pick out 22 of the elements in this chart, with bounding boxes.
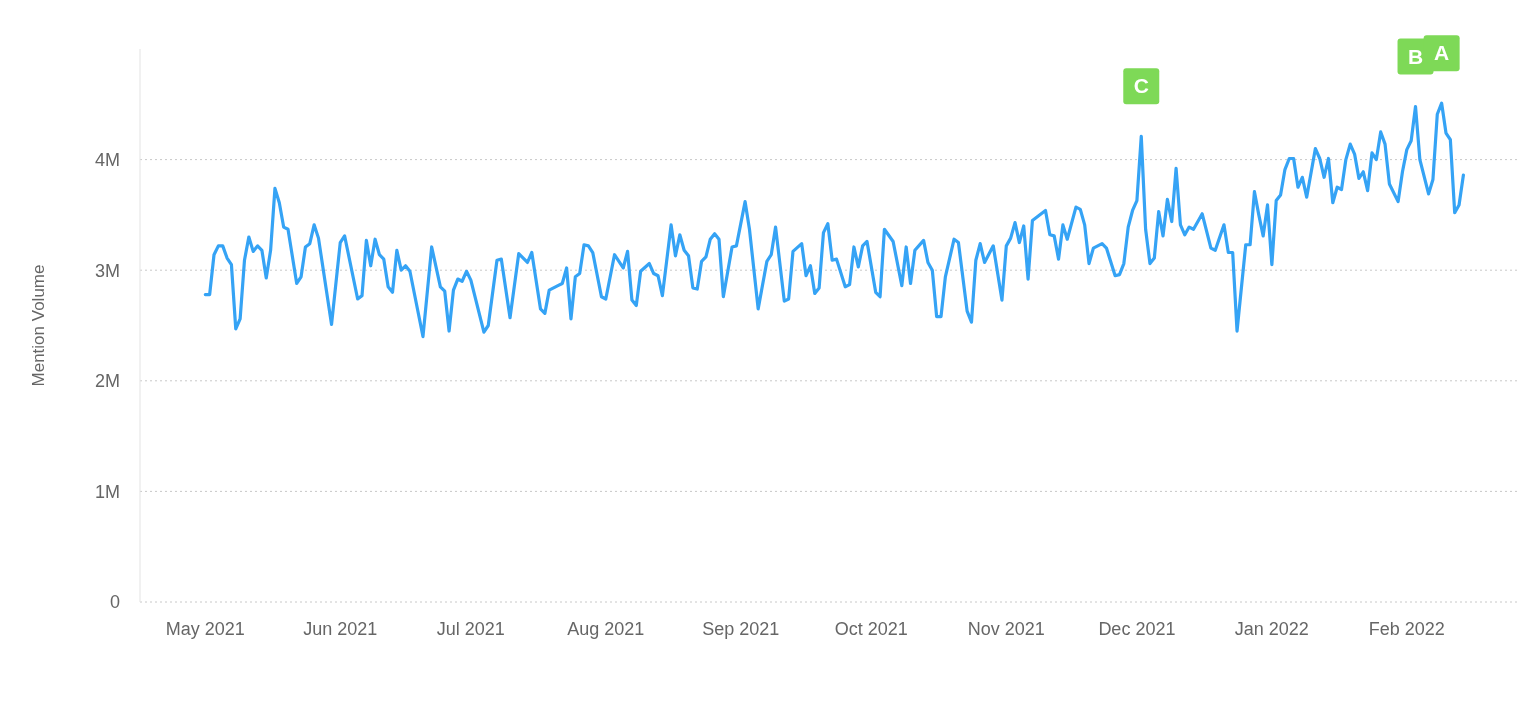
x-tick-label: Feb 2022	[1368, 618, 1445, 639]
x-tick-label: Aug 2021	[567, 618, 645, 639]
letter-tag: A	[1423, 35, 1460, 72]
x-tick-label: Dec 2021	[1098, 618, 1176, 639]
y-tick-label: 0	[109, 592, 120, 613]
letter-tag: C	[1123, 68, 1160, 105]
y-tick-label: 4M	[94, 149, 120, 170]
y-axis-title: Mention Volume	[29, 264, 49, 387]
y-tick-label: 1M	[94, 481, 120, 502]
x-tick-label: May 2021	[165, 618, 245, 639]
x-tick-label: Jun 2021	[303, 618, 378, 639]
x-tick-label: Jul 2021	[436, 618, 505, 639]
x-tick-label: Oct 2021	[834, 618, 908, 639]
annotation: B	[1407, 44, 1424, 68]
y-tick-label: 3M	[94, 260, 120, 281]
x-tick-label: Jan 2022	[1234, 618, 1309, 639]
annotation: A	[1434, 41, 1450, 65]
y-tick-label: 2M	[94, 371, 120, 392]
x-tick-label: Sep 2021	[702, 618, 780, 639]
annotation: C	[1133, 74, 1149, 98]
line-series	[203, 101, 1466, 339]
x-tick-label: Nov 2021	[967, 618, 1045, 639]
